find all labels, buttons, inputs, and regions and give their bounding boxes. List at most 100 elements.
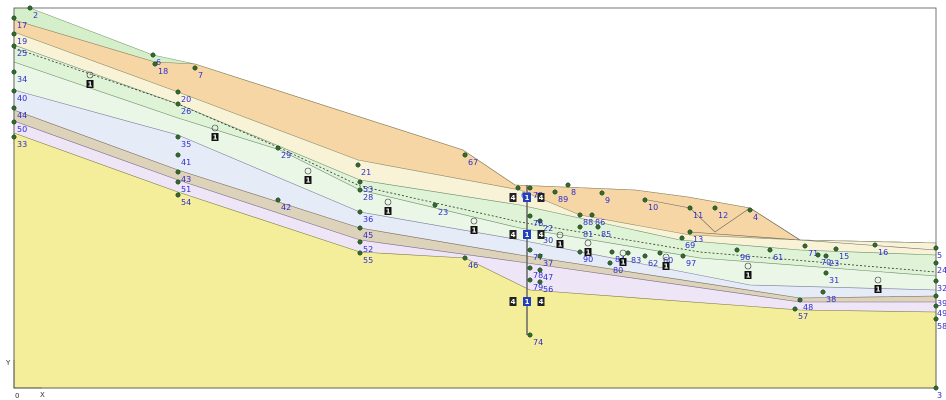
node-point [527, 265, 533, 271]
marker-box [470, 226, 478, 234]
marker-circle [874, 276, 882, 284]
node-label: 24 [937, 266, 946, 275]
node-label: 15 [839, 252, 849, 261]
node-label: 42 [281, 203, 291, 212]
node-point [933, 303, 939, 309]
node-point [11, 69, 17, 75]
node-point [357, 225, 363, 231]
node-label: 83 [631, 256, 641, 265]
node-label: 53 [363, 185, 373, 194]
node-label: 21 [361, 168, 371, 177]
marker-box [874, 285, 882, 293]
node-label: 61 [773, 253, 783, 262]
well-marker [523, 230, 531, 239]
marker-circle [86, 71, 94, 79]
node-label: 70 [821, 258, 831, 267]
node-point [527, 277, 533, 283]
node-label: 57 [798, 312, 808, 321]
node-point [933, 278, 939, 284]
node-label: 25 [17, 49, 27, 58]
node-point [595, 224, 601, 230]
node-point [537, 218, 543, 224]
node-point [933, 260, 939, 266]
marker-circle [470, 217, 478, 225]
node-point [192, 65, 198, 71]
node-point [175, 169, 181, 175]
node-label: 17 [17, 21, 27, 30]
marker-circle [619, 249, 627, 257]
node-label: 90 [583, 255, 593, 264]
node-label: 10 [648, 203, 658, 212]
node-point [609, 249, 615, 255]
node-label: 96 [740, 253, 750, 262]
well-side-box [509, 230, 517, 239]
node-point [357, 179, 363, 185]
node-point [11, 31, 17, 37]
node-label: 34 [17, 75, 27, 84]
node-label: 55 [363, 256, 373, 265]
node-label: 89 [558, 195, 568, 204]
node-label: 97 [686, 259, 696, 268]
node-point [527, 185, 533, 191]
node-label: 41 [181, 158, 191, 167]
node-label: 88 [583, 218, 593, 227]
node-label: 60 [663, 256, 673, 265]
marker-label: 1 [876, 286, 881, 294]
node-point [767, 247, 773, 253]
node-label: 31 [829, 276, 839, 285]
marker-box [662, 262, 670, 270]
marker-label: 1 [558, 241, 563, 249]
node-point [872, 242, 878, 248]
node-point [27, 5, 33, 11]
node-label: 23 [438, 208, 448, 217]
node-label: 5 [937, 251, 942, 260]
node-label: 2 [33, 11, 38, 20]
node-label: 74 [533, 338, 543, 347]
node-label: 12 [718, 211, 728, 220]
marker-circle [662, 253, 670, 261]
node-point [815, 252, 821, 258]
node-point [607, 260, 613, 266]
node-label: 20 [181, 95, 191, 104]
node-point [150, 52, 156, 58]
node-point [577, 224, 583, 230]
node-label: 71 [808, 249, 818, 258]
node-label: 4 [753, 213, 758, 222]
marker-circle [211, 124, 219, 132]
marker-box [556, 240, 564, 248]
node-point [275, 145, 281, 151]
node-label: 6 [156, 58, 161, 67]
node-point [820, 289, 826, 295]
node-point [537, 279, 543, 285]
node-label: 43 [181, 175, 191, 184]
node-point [687, 205, 693, 211]
node-label: 48 [803, 303, 813, 312]
node-point [657, 250, 663, 256]
node-point [11, 119, 17, 125]
node-label: 45 [363, 231, 373, 240]
node-point [11, 43, 17, 49]
node-point [589, 212, 595, 218]
node-label: 47 [543, 273, 553, 282]
node-point [823, 270, 829, 276]
node-label: 23 [829, 259, 839, 268]
marker-circle [744, 262, 752, 270]
well-side-label: 4 [539, 231, 544, 239]
marker-box [619, 258, 627, 266]
marker-label: 1 [746, 272, 751, 280]
marker-box [384, 207, 392, 215]
node-label: 50 [17, 125, 27, 134]
well-side-label: 4 [511, 298, 516, 306]
marker-label: 1 [306, 177, 311, 185]
node-point [797, 297, 803, 303]
well-marker [523, 297, 531, 306]
marker-label: 1 [472, 227, 477, 235]
node-label: 36 [363, 215, 373, 224]
node-label: 30 [543, 236, 553, 245]
origin-label: 0 [15, 392, 19, 400]
domain-border [13, 7, 937, 389]
well-side-label: 4 [539, 298, 544, 306]
node-label: 28 [363, 193, 373, 202]
well-marker-label: 1 [525, 298, 530, 306]
well-marker-label: 1 [525, 194, 530, 202]
